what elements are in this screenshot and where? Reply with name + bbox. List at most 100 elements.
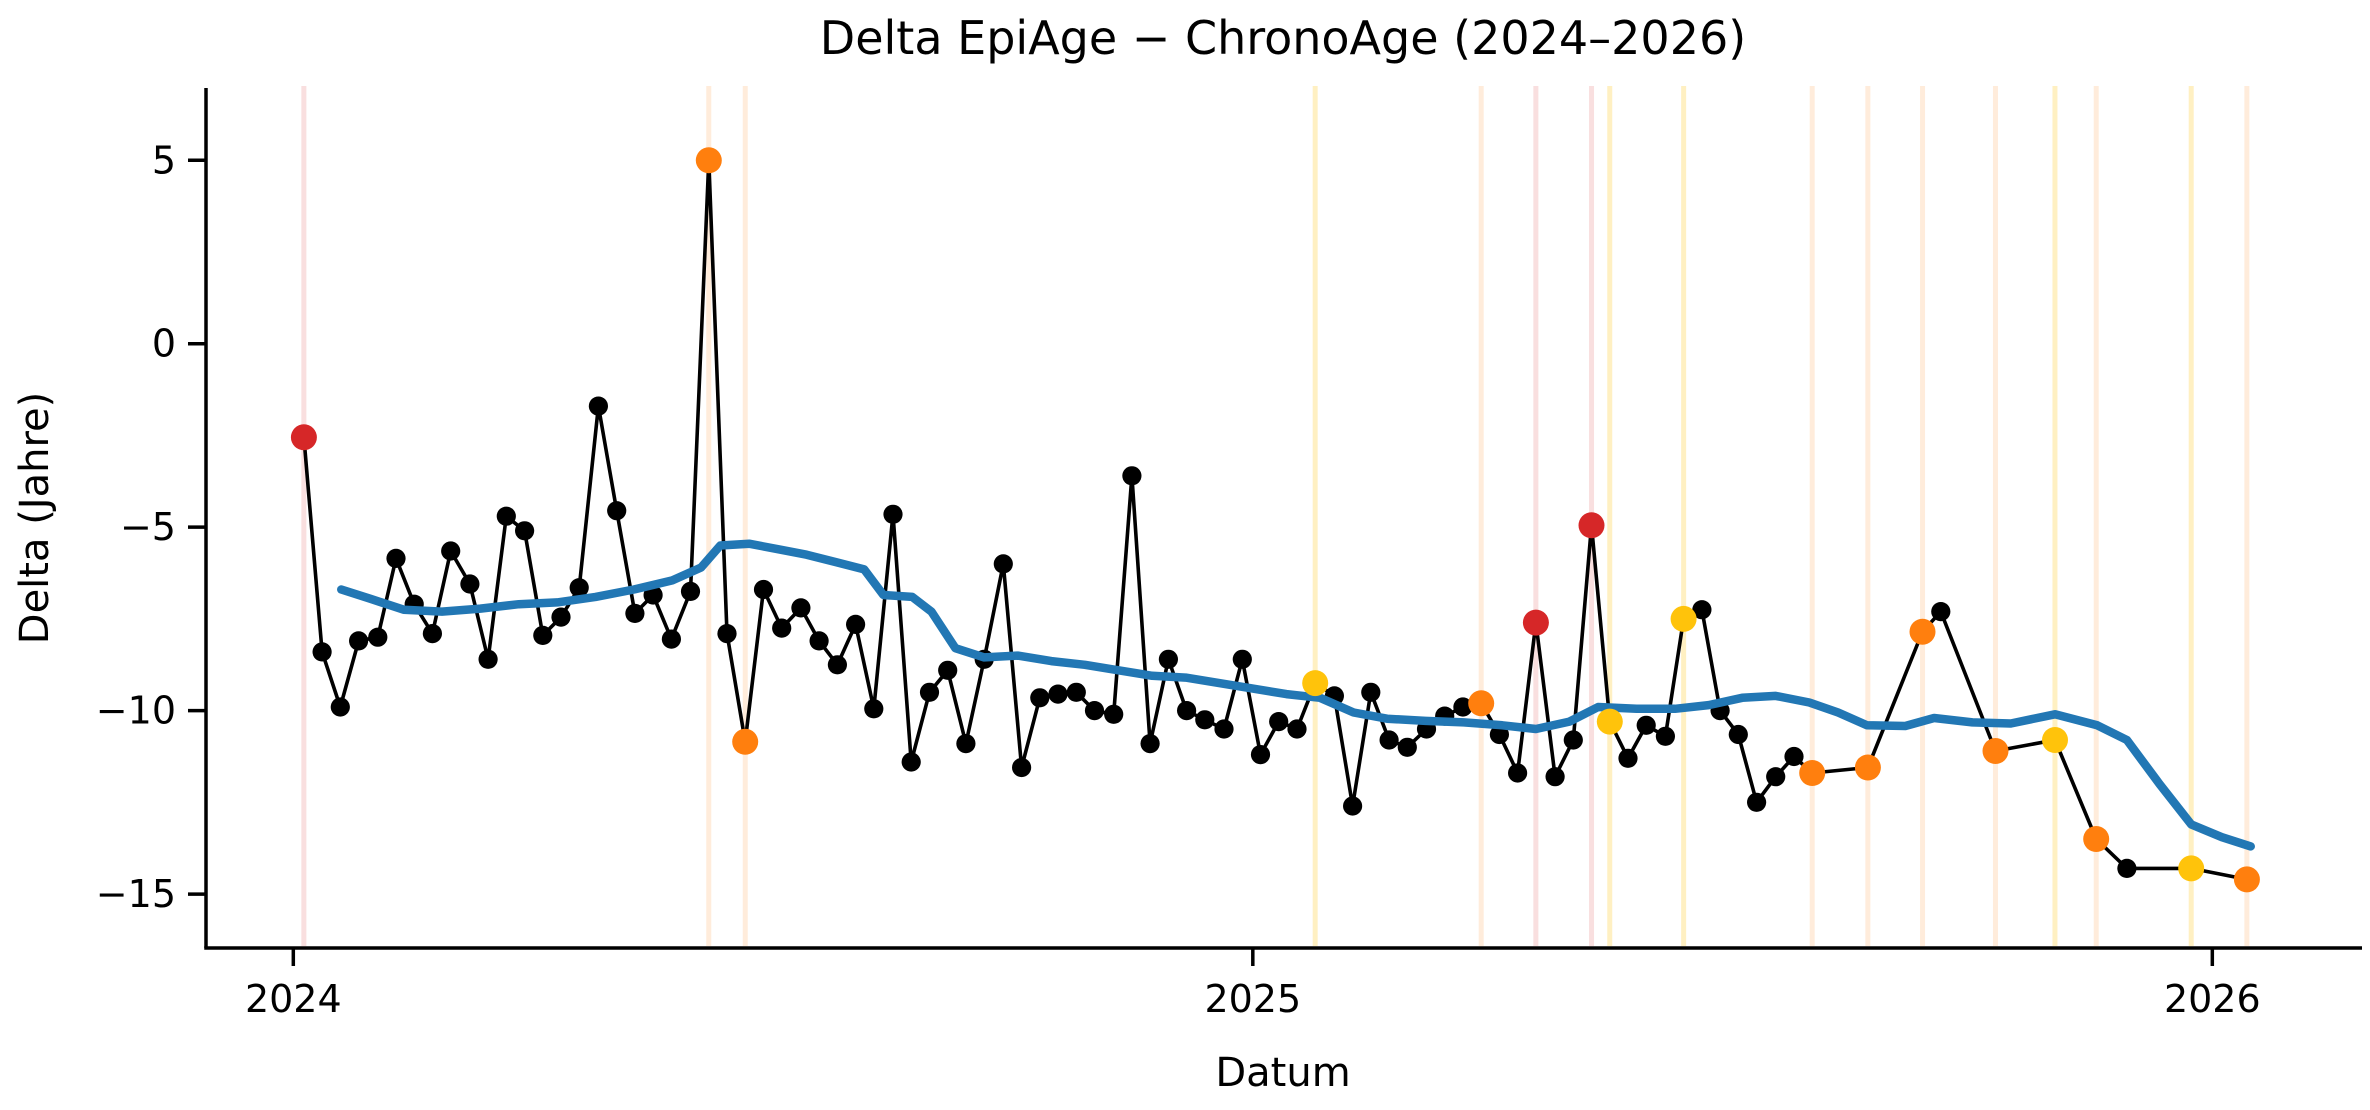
- data-point: [1397, 737, 1417, 757]
- y-axis-label: Delta (Jahre): [12, 392, 58, 644]
- highlight-point-yellow: [1670, 605, 1697, 632]
- data-series-layer: [290, 147, 2260, 893]
- data-point: [368, 627, 388, 647]
- data-point: [1747, 792, 1767, 812]
- data-point: [478, 649, 498, 669]
- highlight-point-orange: [732, 728, 759, 755]
- data-point: [1361, 682, 1381, 702]
- data-point: [1618, 748, 1638, 768]
- data-point: [441, 541, 461, 561]
- highlight-point-orange: [1799, 760, 1826, 786]
- data-point: [607, 501, 627, 521]
- data-point: [1269, 712, 1289, 732]
- data-point: [1104, 704, 1124, 724]
- data-point: [460, 574, 480, 594]
- data-point: [422, 624, 442, 644]
- data-point: [717, 624, 737, 644]
- data-point: [569, 578, 589, 598]
- data-point: [1140, 734, 1160, 754]
- highlight-point-yellow: [2042, 727, 2068, 753]
- data-point: [1030, 688, 1050, 708]
- trend-line: [337, 539, 2255, 851]
- highlight-point-red: [1522, 609, 1549, 636]
- data-point: [1122, 466, 1142, 486]
- data-point: [827, 655, 848, 675]
- data-point: [993, 554, 1013, 574]
- highlight-point-orange: [1468, 690, 1495, 717]
- highlighted-points: [290, 147, 2260, 893]
- highlight-point-red: [1578, 512, 1605, 539]
- data-point: [1636, 715, 1656, 735]
- highlight-point-yellow: [1302, 670, 1329, 697]
- x-tick-label: 2025: [1204, 977, 1301, 1021]
- data-point: [1728, 724, 1748, 745]
- data-point: [901, 752, 921, 772]
- x-axis-label: Datum: [1215, 1050, 1350, 1096]
- x-tick-label: 2026: [2164, 977, 2261, 1021]
- highlight-point-yellow: [1596, 708, 1623, 735]
- highlight-point-orange: [2233, 866, 2260, 893]
- data-points: [312, 396, 2137, 879]
- data-point: [1545, 767, 1565, 787]
- data-point: [2117, 858, 2137, 879]
- chart-title: Delta EpiAge − ChronoAge (2024–2026): [820, 11, 1746, 65]
- y-tick-label: −15: [96, 872, 176, 916]
- data-point: [661, 629, 682, 649]
- data-point: [1214, 719, 1234, 739]
- data-point: [1343, 796, 1363, 816]
- data-point: [956, 734, 976, 754]
- data-point: [386, 548, 406, 569]
- data-point: [1453, 697, 1473, 717]
- data-point: [1066, 682, 1086, 702]
- highlight-point-orange: [2083, 826, 2110, 852]
- data-point: [625, 603, 645, 624]
- data-point: [1048, 684, 1068, 704]
- data-point: [791, 598, 811, 618]
- data-point: [349, 631, 369, 651]
- highlight-point-orange: [1982, 738, 2009, 764]
- highlight-point-red: [290, 424, 317, 451]
- data-point: [938, 660, 958, 680]
- data-point: [515, 521, 535, 541]
- data-point: [1084, 701, 1105, 721]
- y-tick-label: 5: [152, 138, 176, 182]
- data-point: [864, 699, 884, 719]
- data-point: [846, 614, 866, 635]
- data-point: [1232, 649, 1252, 669]
- data-point: [1379, 730, 1399, 750]
- highlight-point-orange: [1909, 618, 1936, 645]
- data-point: [1287, 719, 1307, 739]
- y-tick-label: −10: [96, 689, 176, 733]
- data-point: [1563, 730, 1583, 750]
- event-highlight-lines: [301, 86, 2250, 946]
- data-point: [919, 682, 940, 702]
- highlight-point-orange: [695, 147, 722, 174]
- highlight-point-orange: [1854, 754, 1881, 781]
- data-point: [809, 631, 829, 651]
- data-point: [533, 625, 553, 646]
- delta-series-line: [302, 158, 2249, 882]
- data-point: [1012, 757, 1032, 778]
- data-point: [1931, 602, 1951, 622]
- data-point: [1177, 701, 1197, 721]
- y-tick-label: 0: [152, 322, 176, 366]
- axes-layer: 5 0 −5 −10 −15 2024 2025 2026: [96, 88, 2362, 1021]
- y-tick-label: −5: [120, 505, 176, 549]
- data-point: [772, 618, 792, 638]
- data-point: [883, 504, 903, 524]
- data-point: [496, 506, 516, 526]
- data-point: [330, 697, 350, 717]
- data-point: [753, 579, 774, 600]
- data-point: [680, 581, 701, 602]
- data-point: [1655, 726, 1675, 746]
- highlight-point-yellow: [2178, 855, 2205, 882]
- data-point: [1784, 746, 1804, 767]
- x-tick-label: 2024: [245, 977, 342, 1021]
- data-point: [1692, 600, 1712, 620]
- data-point: [1158, 649, 1178, 669]
- data-point: [588, 396, 609, 416]
- data-point: [1195, 710, 1215, 730]
- data-point: [1766, 767, 1786, 787]
